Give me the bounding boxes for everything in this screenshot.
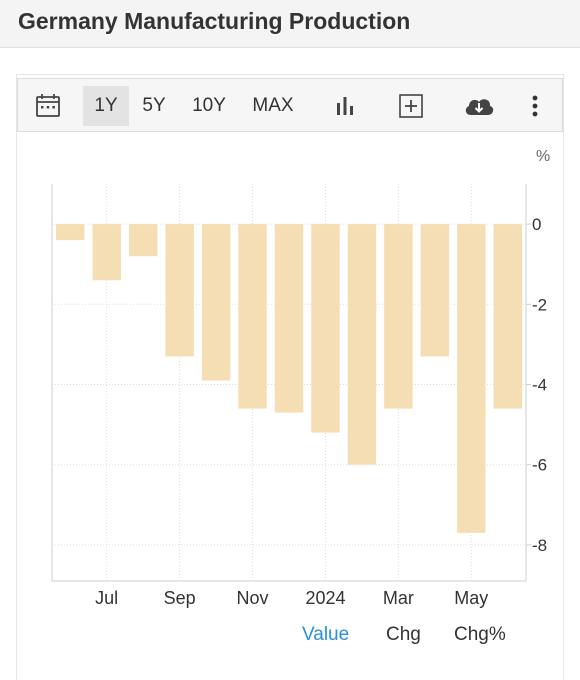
y-tick-label: -4	[532, 376, 547, 395]
bar[interactable]	[165, 224, 194, 357]
x-tick-label: Nov	[237, 588, 269, 608]
bar[interactable]	[493, 224, 522, 409]
range-5y-button[interactable]: 5Y	[142, 95, 166, 116]
x-tick-label: Sep	[164, 588, 196, 608]
bar[interactable]	[420, 224, 450, 357]
x-tick-label: Mar	[383, 588, 414, 608]
chart-card	[16, 74, 564, 680]
cloud-download-icon[interactable]	[460, 86, 498, 126]
bar[interactable]	[384, 224, 413, 409]
view-tabs: Value Chg Chg%	[0, 624, 580, 648]
tab-chg-percent[interactable]: Chg%	[454, 624, 506, 645]
bar[interactable]	[457, 224, 486, 533]
x-tick-label: May	[454, 588, 488, 608]
bar[interactable]	[128, 224, 158, 257]
bar[interactable]	[201, 224, 231, 381]
y-tick-label: -6	[532, 456, 547, 475]
page-header: Germany Manufacturing Production	[0, 0, 580, 48]
bar-chart-icon[interactable]	[328, 86, 362, 126]
x-tick-label: Jul	[95, 588, 118, 608]
range-1y-button[interactable]: 1Y	[83, 86, 129, 126]
page-title: Germany Manufacturing Production	[18, 8, 411, 34]
range-max-button[interactable]: MAX	[252, 95, 294, 116]
bar[interactable]	[56, 224, 85, 241]
tab-value[interactable]: Value	[302, 624, 350, 645]
bar[interactable]	[274, 224, 304, 413]
vertical-dots-icon[interactable]	[524, 86, 546, 126]
bar[interactable]	[92, 224, 121, 281]
bar[interactable]	[238, 224, 267, 409]
plus-square-icon[interactable]	[394, 86, 428, 126]
range-10y-button[interactable]: 10Y	[192, 95, 226, 116]
y-tick-label: -2	[532, 295, 547, 314]
x-tick-label: 2024	[305, 588, 345, 608]
chart-toolbar: 1Y 5Y 10Y MAX	[17, 78, 563, 132]
y-tick-label: 0	[532, 215, 541, 234]
y-axis-unit-label: %	[536, 148, 551, 165]
calendar-icon[interactable]	[28, 86, 68, 126]
bar[interactable]	[311, 224, 340, 433]
bar[interactable]	[347, 224, 377, 465]
tab-chg[interactable]: Chg	[386, 624, 421, 645]
y-tick-label: -8	[532, 536, 547, 555]
